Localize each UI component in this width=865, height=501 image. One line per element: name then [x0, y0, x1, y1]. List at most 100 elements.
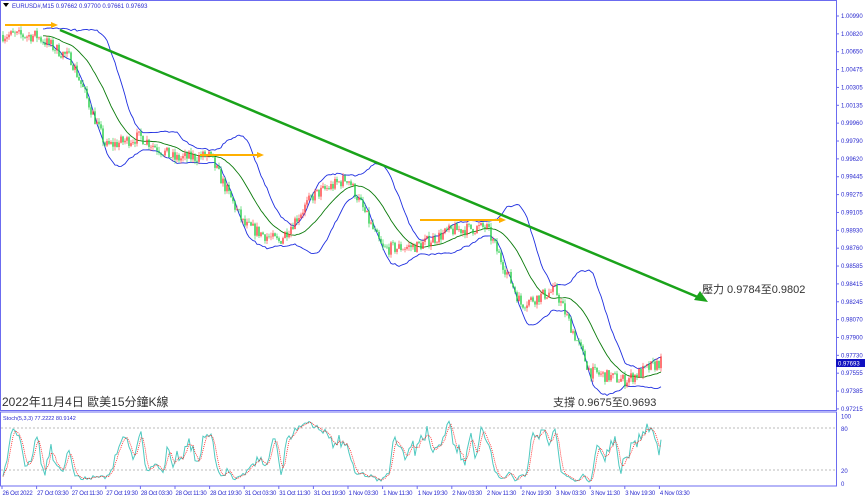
- candle-body: [428, 235, 430, 247]
- candle-body: [102, 128, 104, 143]
- time-axis-label: 1 Nov 03:30: [349, 491, 380, 497]
- candle-body: [262, 232, 264, 235]
- candle-body: [176, 154, 178, 160]
- candle-body: [404, 248, 406, 250]
- time-axis-label: 1 Nov 11:30: [383, 491, 413, 497]
- candle-body: [298, 218, 300, 222]
- level-arrow-3: [499, 217, 506, 223]
- candle-body: [554, 284, 556, 286]
- candle-body: [602, 372, 604, 374]
- candle-body: [124, 140, 126, 143]
- price-axis-label: 0.97555: [841, 371, 863, 377]
- candle-body: [16, 31, 18, 33]
- candle-body: [300, 214, 302, 219]
- candle-body: [10, 31, 12, 35]
- candle-body: [652, 361, 654, 362]
- candle-body: [338, 181, 340, 183]
- candle-body: [74, 65, 76, 70]
- candle-body: [184, 153, 186, 157]
- candle-body: [584, 350, 586, 362]
- candle-body: [264, 234, 266, 241]
- candle-body: [30, 35, 32, 42]
- time-axis-label: 26 Oct 2022: [3, 491, 34, 497]
- candle-body: [68, 51, 70, 53]
- candle-body: [172, 152, 174, 158]
- collapse-triangle-icon[interactable]: [3, 3, 9, 7]
- candle-body: [218, 165, 220, 169]
- candle-body: [530, 297, 532, 300]
- candle-body: [500, 252, 502, 263]
- candle-body: [464, 230, 466, 236]
- candle-body: [648, 364, 650, 370]
- candle-body: [260, 232, 262, 237]
- candle-body: [110, 142, 112, 144]
- candle-body: [2, 34, 4, 42]
- candle-body: [244, 218, 246, 226]
- candle-body: [380, 238, 382, 244]
- candle-body: [286, 231, 288, 238]
- candle-body: [372, 222, 374, 229]
- candle-body: [200, 154, 202, 158]
- candle-body: [130, 143, 132, 146]
- candle-body: [342, 175, 344, 187]
- candle-body: [588, 368, 590, 370]
- price-axis-label: 1.00305: [841, 85, 863, 91]
- candle-body: [240, 209, 242, 220]
- candle-body: [426, 235, 428, 239]
- candle-body: [160, 153, 162, 155]
- candle-body: [628, 378, 630, 383]
- candle-body: [178, 154, 180, 161]
- candle-body: [28, 35, 30, 37]
- price-axis-label: 0.98930: [841, 228, 863, 234]
- candle-body: [576, 340, 578, 342]
- candle-body: [42, 41, 44, 43]
- candle-body: [258, 226, 260, 237]
- candle-body: [336, 178, 338, 183]
- candle-body: [562, 301, 564, 304]
- candle-body: [246, 221, 248, 226]
- candle-body: [198, 154, 200, 162]
- candle-body: [390, 242, 392, 255]
- candle-body: [422, 241, 424, 249]
- candle-body: [166, 147, 168, 151]
- candle-body: [62, 51, 64, 58]
- candle-body: [168, 147, 170, 158]
- candle-body: [318, 189, 320, 197]
- candle-body: [650, 361, 652, 370]
- candle-body: [194, 154, 196, 161]
- candle-body: [438, 232, 440, 243]
- candle-body: [340, 181, 342, 187]
- candle-body: [128, 137, 130, 146]
- bollinger-upper: [42, 27, 662, 370]
- candle-body: [108, 141, 110, 144]
- candle-body: [136, 132, 138, 144]
- candle-body: [14, 32, 16, 34]
- candle-body: [450, 225, 452, 229]
- candle-body: [414, 244, 416, 252]
- candle-body: [180, 158, 182, 161]
- candle-body: [114, 142, 116, 147]
- resistance-trendline[interactable]: [59, 28, 701, 300]
- time-axis-label: 28 Oct 19:30: [210, 491, 242, 497]
- candle-body: [96, 121, 98, 124]
- candle-body: [34, 30, 36, 36]
- price-axis-label: 0.98070: [841, 318, 863, 324]
- time-axis-label: 27 Oct 03:30: [37, 491, 69, 497]
- candle-body: [512, 283, 514, 288]
- candle-body: [4, 38, 6, 42]
- candle-body: [610, 375, 612, 381]
- candle-body: [152, 145, 154, 147]
- candle-body: [72, 65, 74, 70]
- candle-body: [86, 88, 88, 99]
- candle-body: [196, 160, 198, 162]
- candle-body: [214, 157, 216, 168]
- candle-body: [122, 136, 124, 143]
- candle-body: [290, 226, 292, 234]
- candle-body: [534, 301, 536, 305]
- candle-body: [106, 141, 108, 146]
- candle-body: [460, 229, 462, 234]
- candle-body: [344, 175, 346, 182]
- candle-body: [510, 272, 512, 284]
- candle-body: [52, 40, 54, 51]
